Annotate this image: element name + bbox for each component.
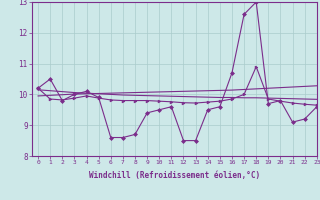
X-axis label: Windchill (Refroidissement éolien,°C): Windchill (Refroidissement éolien,°C) [89,171,260,180]
